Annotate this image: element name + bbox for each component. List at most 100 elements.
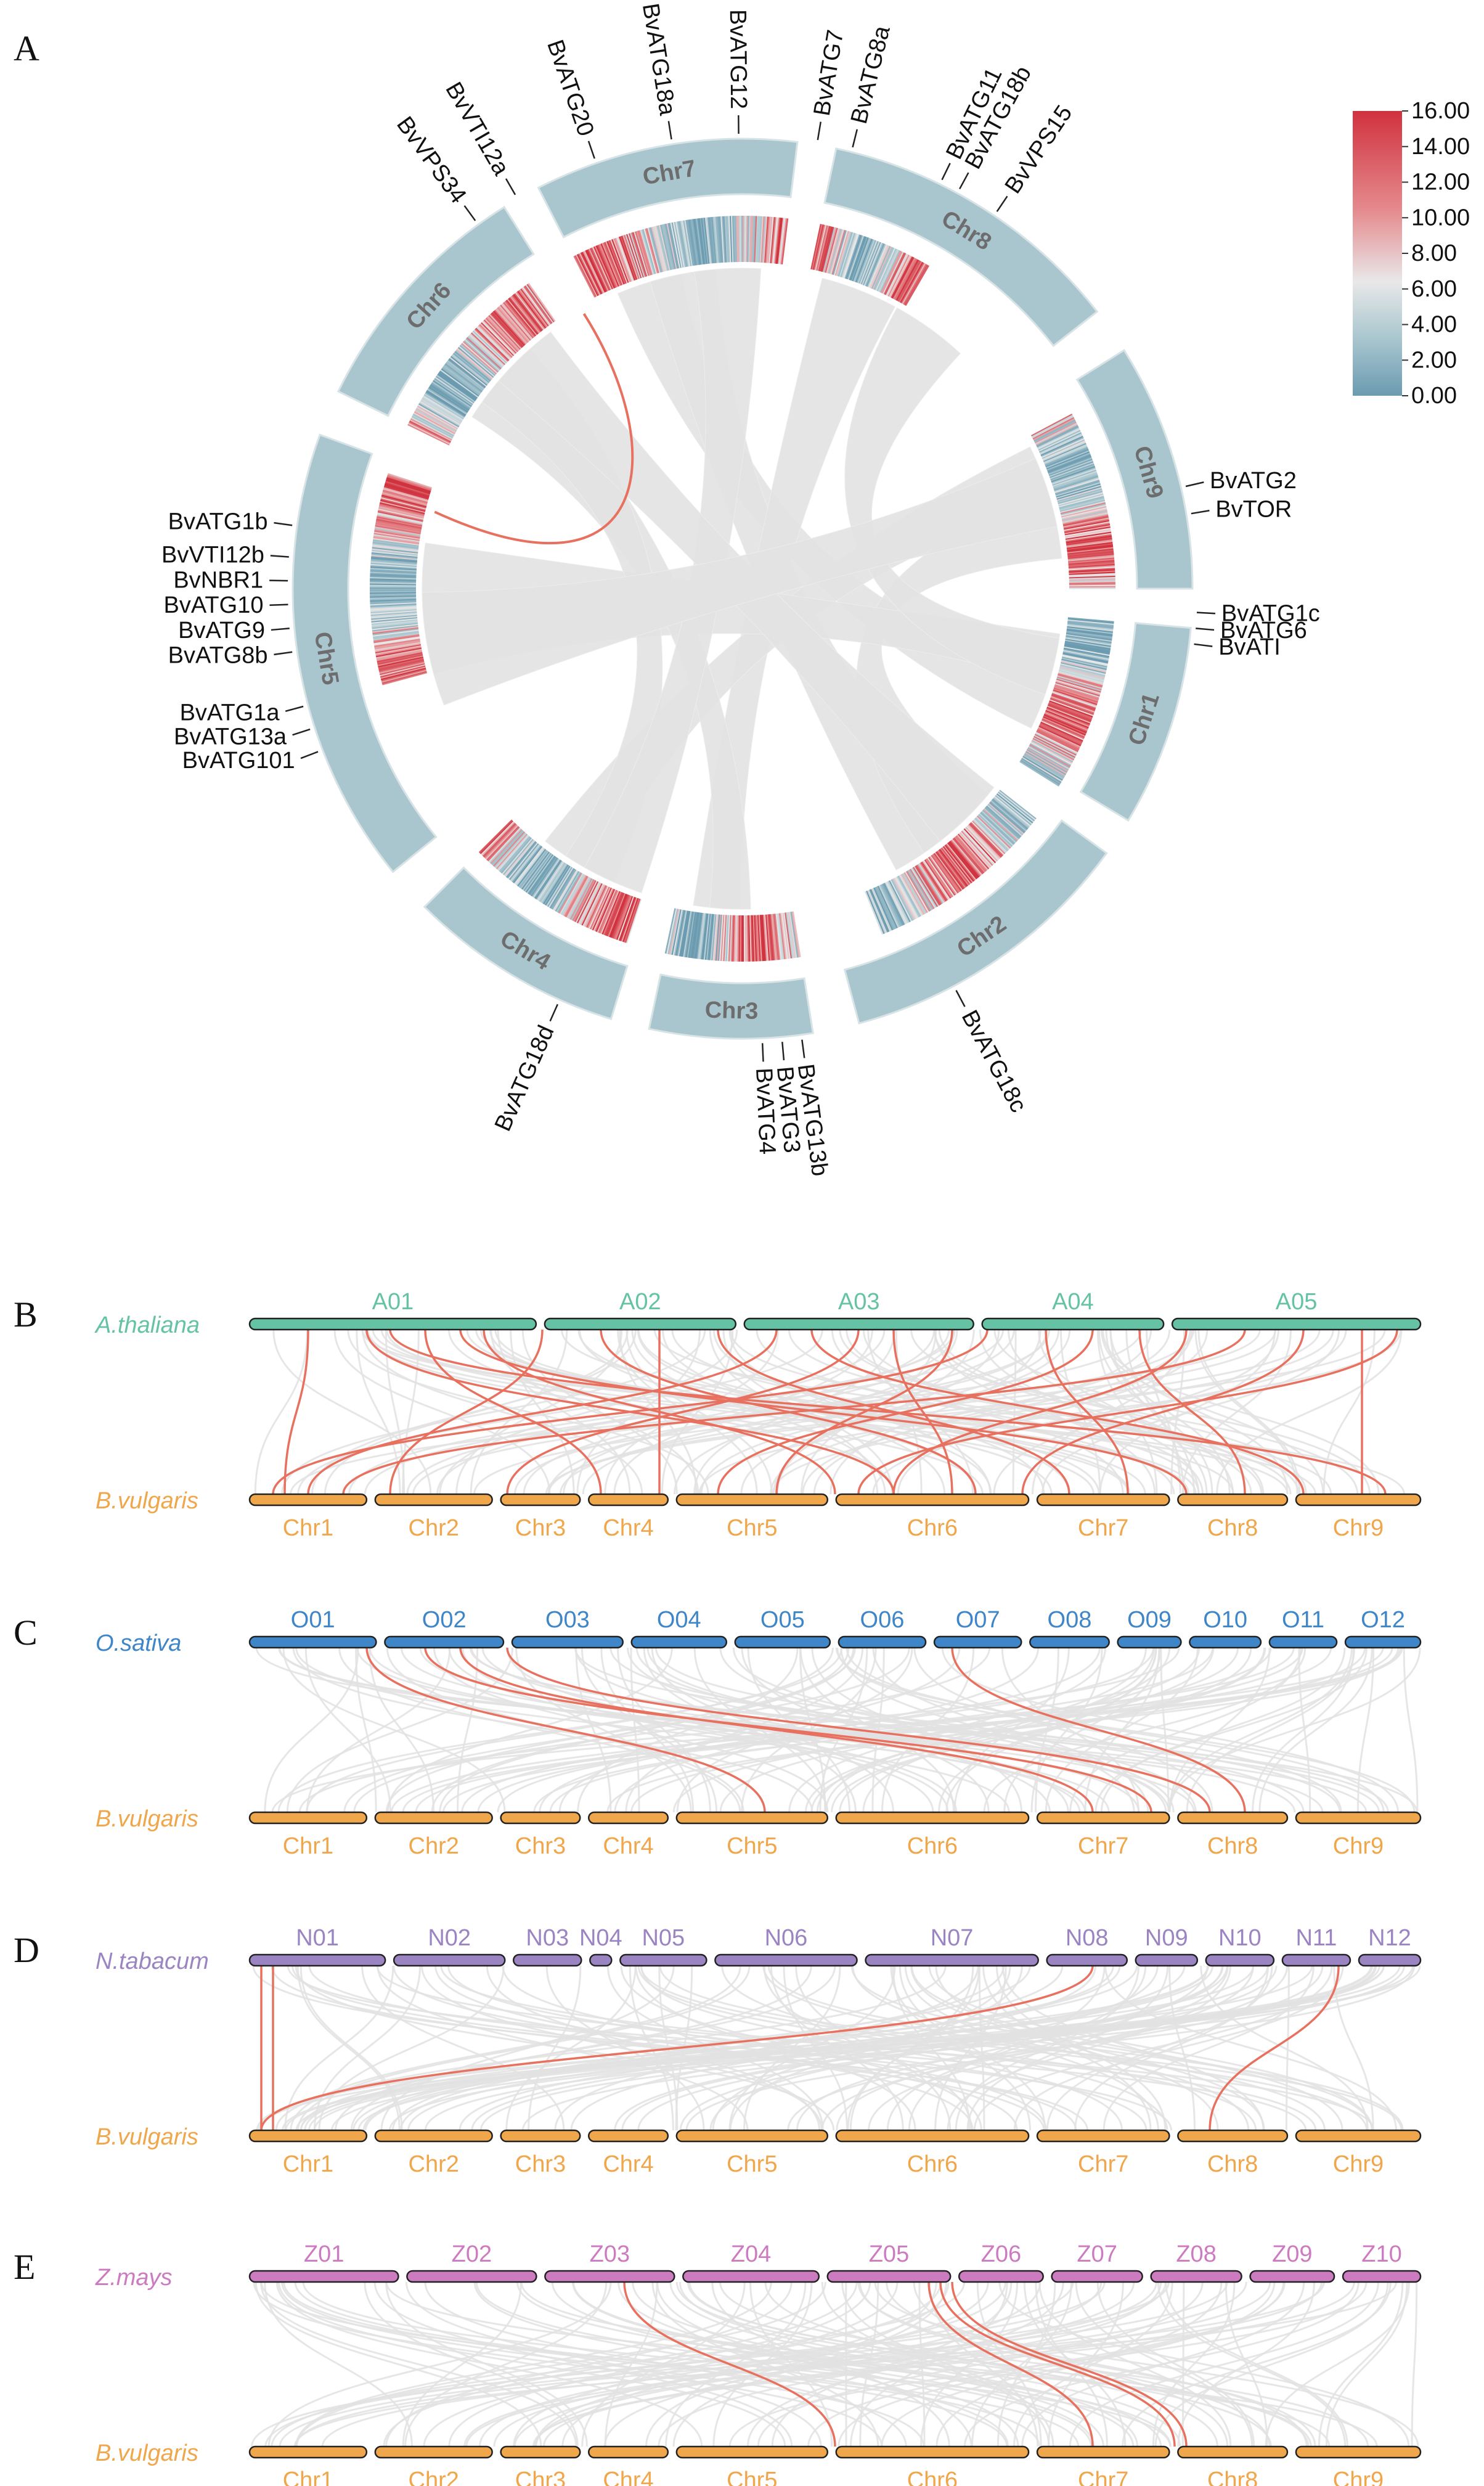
synteny-gray-link bbox=[867, 1329, 974, 1495]
heatmap-cell bbox=[371, 554, 418, 560]
circos-heatmap-ring bbox=[370, 216, 1115, 962]
heatmap-cell bbox=[1058, 493, 1104, 507]
heatmap-cell bbox=[766, 914, 772, 961]
synteny-ortholog-link bbox=[717, 1329, 1070, 1495]
heatmap-cell bbox=[381, 494, 427, 508]
heatmap-cell bbox=[669, 909, 680, 955]
heatmap-cell bbox=[1039, 723, 1082, 745]
heatmap-cell bbox=[544, 865, 570, 906]
heatmap-cell bbox=[763, 216, 768, 263]
heatmap-cell bbox=[563, 875, 587, 917]
heatmap-cell bbox=[926, 858, 953, 897]
synteny-gray-link bbox=[721, 1965, 1168, 2131]
heatmap-cell bbox=[725, 915, 729, 962]
synteny-gray-link bbox=[286, 1647, 513, 1813]
gene-label-bvtor: BvTOR bbox=[1215, 497, 1292, 523]
heatmap-cell bbox=[857, 239, 876, 284]
heatmap-cell bbox=[1065, 531, 1112, 541]
heatmap-cell bbox=[870, 889, 890, 933]
gene-tick bbox=[463, 205, 476, 221]
heatmap-cell bbox=[932, 853, 961, 893]
heatmap-cell bbox=[1053, 689, 1098, 705]
heatmap-cell bbox=[910, 868, 936, 909]
heatmap-cell bbox=[683, 220, 692, 266]
gene-tick bbox=[852, 129, 858, 148]
heatmap-cell bbox=[1047, 705, 1091, 723]
heatmap-cell bbox=[992, 798, 1029, 830]
heatmap-cell bbox=[1023, 754, 1064, 779]
synteny-gray-link bbox=[521, 1329, 678, 1495]
heatmap-cell bbox=[1060, 662, 1106, 674]
heatmap-cell bbox=[669, 223, 680, 269]
species-chr-label: N11 bbox=[1295, 1925, 1337, 1951]
heatmap-cell bbox=[521, 287, 550, 326]
heatmap-cell bbox=[417, 405, 459, 430]
bvulgaris-chr-chr2 bbox=[374, 2445, 493, 2459]
gene-label-bvatg18c: BvATG18c bbox=[956, 1006, 1032, 1116]
heatmap-cell bbox=[510, 844, 541, 882]
heatmap-cell bbox=[922, 861, 949, 901]
heatmap-cell bbox=[1054, 686, 1099, 702]
heatmap-cell bbox=[373, 534, 420, 542]
heatmap-cell bbox=[579, 253, 601, 295]
heatmap-cell bbox=[889, 880, 912, 922]
heatmap-cell bbox=[577, 881, 600, 924]
heatmap-cell bbox=[887, 255, 910, 297]
heatmap-cell bbox=[528, 856, 556, 895]
heatmap-cell bbox=[976, 816, 1010, 850]
bvulgaris-chr-label: Chr5 bbox=[727, 2468, 777, 2486]
bvulgaris-chr-chr5 bbox=[675, 1811, 829, 1825]
species-chr-label: Z01 bbox=[304, 2241, 344, 2267]
heatmap-cell bbox=[378, 657, 424, 669]
heatmap-cell bbox=[748, 216, 751, 263]
heatmap-cell bbox=[1065, 636, 1112, 645]
heatmap-cell bbox=[1029, 744, 1071, 768]
synteny-gray-link bbox=[282, 1647, 506, 1813]
heatmap-cell bbox=[379, 661, 425, 674]
synteny-gray-link bbox=[447, 1965, 1148, 2131]
heatmap-cell bbox=[701, 218, 708, 264]
heatmap-cell bbox=[1064, 640, 1111, 650]
heatmap-cell bbox=[827, 228, 841, 274]
heatmap-cell bbox=[1064, 525, 1111, 535]
heatmap-cell bbox=[372, 629, 419, 637]
heatmap-cell bbox=[982, 809, 1018, 841]
heatmap-cell bbox=[820, 226, 833, 272]
synteny-gray-link bbox=[971, 2281, 1072, 2447]
heatmap-cell bbox=[481, 321, 515, 356]
gene-tick bbox=[667, 121, 672, 140]
synteny-gray-link bbox=[993, 1329, 1279, 1495]
heatmap-cell bbox=[502, 303, 533, 340]
heatmap-cell bbox=[877, 249, 899, 292]
heatmap-cell bbox=[1069, 566, 1115, 571]
heatmap-cell bbox=[1067, 620, 1114, 627]
heatmap-cell bbox=[741, 216, 743, 263]
heatmap-cell bbox=[733, 915, 736, 962]
heatmap-cell bbox=[371, 550, 418, 557]
heatmap-cell bbox=[372, 623, 418, 631]
heatmap-cell bbox=[711, 914, 717, 961]
heatmap-cell bbox=[945, 844, 976, 881]
heatmap-cell bbox=[1040, 720, 1084, 741]
heatmap-cell bbox=[759, 915, 764, 962]
heatmap-cell bbox=[647, 227, 661, 273]
heatmap-cell bbox=[682, 911, 692, 957]
heatmap-cell bbox=[433, 378, 473, 406]
heatmap-cell bbox=[935, 851, 964, 890]
synteny-gray-link bbox=[1325, 2281, 1408, 2447]
heatmap-cell bbox=[545, 866, 572, 907]
heatmap-cell bbox=[465, 338, 501, 370]
species-chr-label: N10 bbox=[1218, 1925, 1262, 1951]
heatmap-cell bbox=[1068, 562, 1115, 568]
heatmap-cell bbox=[972, 819, 1006, 854]
heatmap-cell bbox=[878, 249, 900, 293]
heatmap-cell bbox=[1056, 679, 1101, 695]
heatmap-cell bbox=[372, 541, 419, 549]
heatmap-cell bbox=[924, 859, 952, 899]
heatmap-cell bbox=[777, 218, 783, 264]
heatmap-cell bbox=[889, 255, 913, 298]
heatmap-cell bbox=[378, 509, 424, 521]
heatmap-cell bbox=[961, 830, 994, 865]
heatmap-cell bbox=[1061, 504, 1107, 517]
heatmap-cell bbox=[472, 330, 507, 364]
